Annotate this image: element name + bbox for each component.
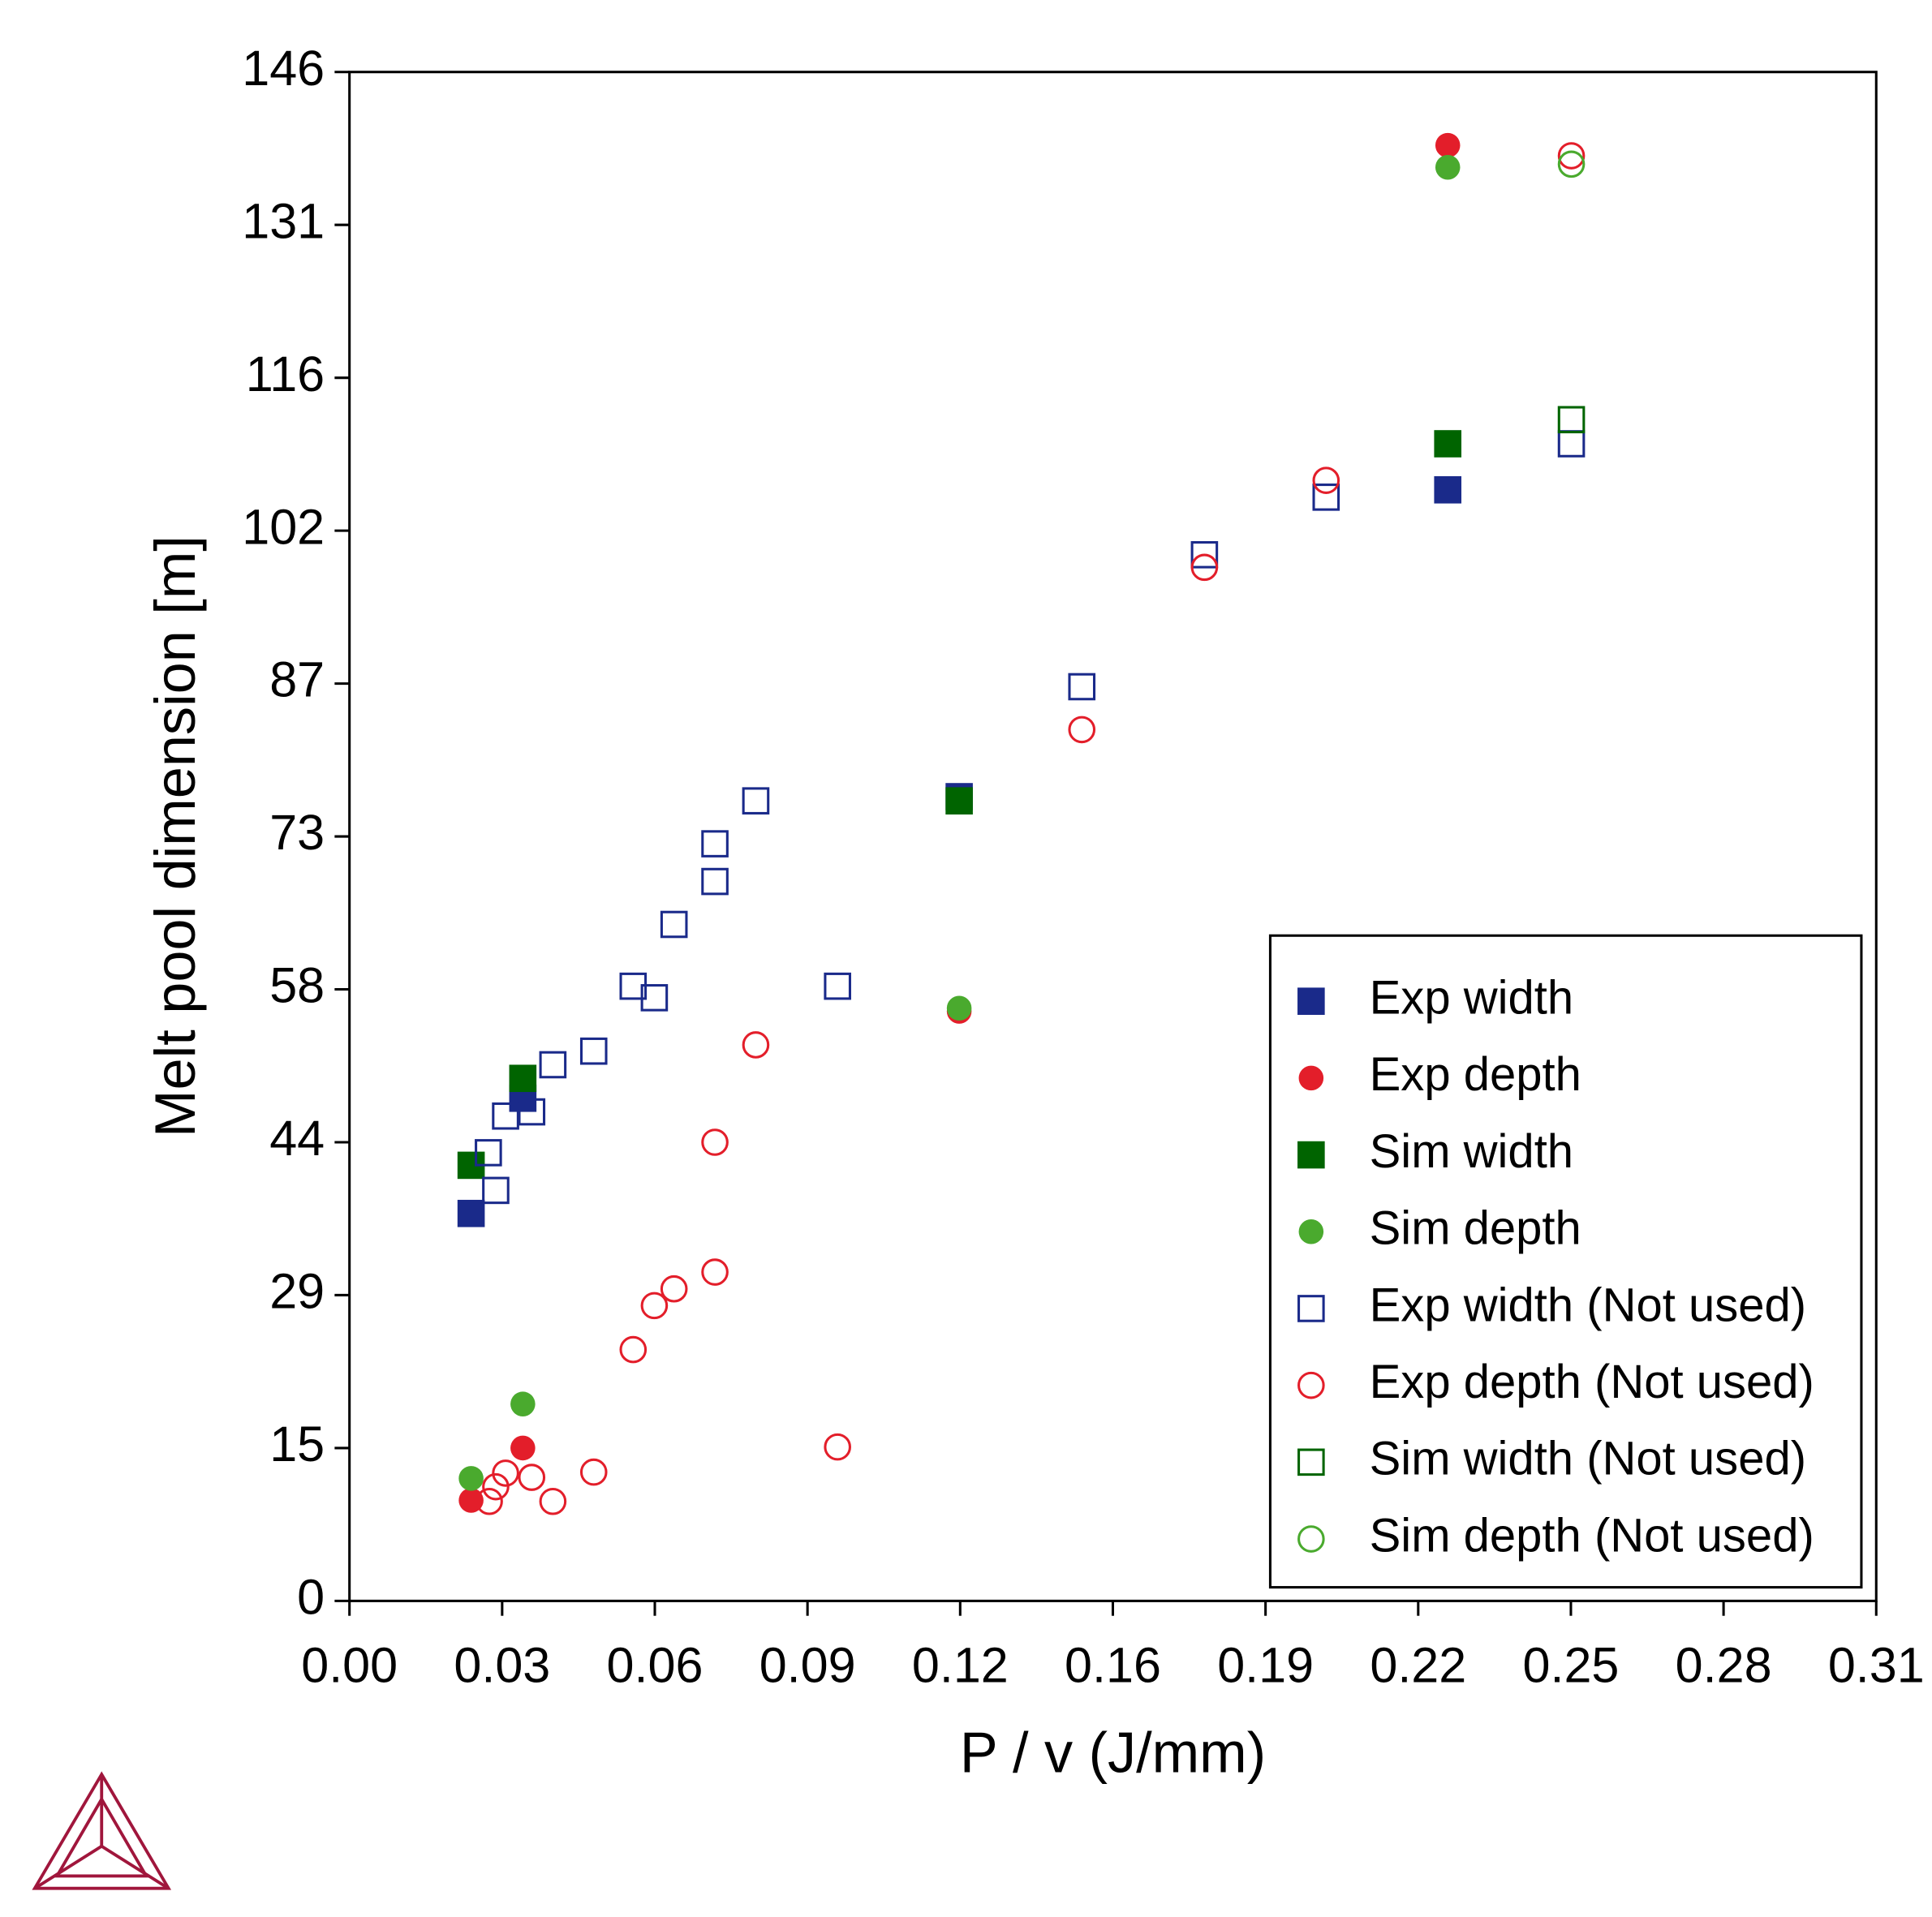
data-point — [660, 1274, 688, 1303]
x-tick-label: 0.31 — [1828, 1638, 1925, 1693]
data-point — [579, 1458, 608, 1486]
y-tick-label: 29 — [269, 1264, 325, 1319]
data-point — [701, 867, 729, 896]
legend-marker — [1297, 1371, 1325, 1399]
x-tick-label: 0.19 — [1217, 1638, 1314, 1693]
y-tick-label: 102 — [242, 499, 325, 554]
data-point — [1557, 406, 1586, 434]
data-point — [1190, 553, 1219, 582]
data-point — [518, 1464, 546, 1491]
y-axis-title: Melt pool dimension [m] — [143, 535, 207, 1137]
data-point — [824, 972, 851, 1000]
data-point — [1557, 150, 1586, 178]
data-point — [492, 1459, 519, 1487]
data-point — [579, 1037, 608, 1065]
data-point — [475, 1139, 502, 1167]
y-tick-label: 15 — [269, 1416, 325, 1472]
logo — [32, 1771, 172, 1890]
data-point — [492, 1102, 519, 1130]
data-point — [1435, 154, 1461, 180]
y-tick-label: 116 — [246, 346, 325, 402]
legend-label: Exp depth — [1370, 1048, 1581, 1101]
data-point — [1557, 430, 1586, 458]
data-point — [1068, 673, 1096, 701]
data-point — [510, 1391, 536, 1416]
x-axis-title: P / v (J/mm) — [960, 1720, 1266, 1784]
data-point — [518, 1098, 546, 1126]
legend-marker — [1298, 1219, 1324, 1244]
legend-label: Exp width — [1370, 972, 1574, 1025]
x-tick-label: 0.00 — [301, 1638, 398, 1693]
data-point — [1434, 475, 1462, 504]
data-point — [1312, 484, 1340, 511]
legend-label: Exp width (Not used) — [1370, 1279, 1807, 1331]
data-point — [1557, 142, 1586, 170]
x-tick-label: 0.06 — [607, 1638, 704, 1693]
legend-box — [1268, 934, 1863, 1589]
data-point — [701, 1258, 729, 1286]
data-point — [946, 995, 972, 1021]
x-tick-label: 0.16 — [1065, 1638, 1161, 1693]
legend-label: Sim width — [1370, 1125, 1573, 1178]
legend-marker — [1297, 1295, 1325, 1322]
data-point — [701, 830, 729, 857]
y-tick-label: 131 — [242, 193, 325, 248]
data-point — [475, 1487, 503, 1515]
legend-label: Sim depth — [1370, 1202, 1581, 1255]
legend-marker — [1298, 1065, 1324, 1091]
data-point — [1190, 541, 1219, 569]
x-tick-label: 0.22 — [1370, 1638, 1466, 1693]
data-point — [458, 1466, 484, 1491]
data-point — [824, 1433, 851, 1461]
x-tick-label: 0.12 — [912, 1638, 1009, 1693]
data-point — [1435, 132, 1461, 158]
data-point — [640, 984, 669, 1012]
data-point — [510, 1435, 536, 1461]
data-point — [619, 1335, 648, 1364]
data-point — [482, 1176, 510, 1205]
legend-marker — [1297, 1141, 1325, 1169]
x-tick-label: 0.25 — [1523, 1638, 1620, 1693]
y-tick-label: 146 — [242, 41, 325, 96]
x-tick-label: 0.03 — [454, 1638, 550, 1693]
data-point — [1068, 716, 1096, 744]
x-tick-label: 0.28 — [1676, 1638, 1772, 1693]
data-point — [742, 787, 770, 815]
data-point — [482, 1472, 510, 1501]
y-tick-label: 87 — [269, 652, 325, 707]
legend-marker — [1297, 1525, 1325, 1553]
data-point — [1312, 466, 1340, 494]
data-point — [742, 1031, 770, 1059]
legend-marker — [1297, 1448, 1325, 1476]
data-point — [509, 1064, 537, 1093]
data-point — [1434, 430, 1462, 458]
legend-label: Sim depth (Not used) — [1370, 1509, 1814, 1562]
data-point — [539, 1487, 567, 1515]
data-point — [457, 1199, 485, 1227]
y-tick-label: 44 — [269, 1111, 325, 1166]
y-tick-label: 0 — [297, 1570, 325, 1625]
y-tick-label: 73 — [269, 805, 325, 860]
data-point — [640, 1292, 669, 1320]
data-point — [701, 1128, 729, 1156]
data-point — [660, 910, 688, 939]
y-tick-label: 58 — [269, 958, 325, 1013]
data-point — [945, 787, 973, 815]
data-point — [539, 1051, 567, 1079]
legend-label: Exp depth (Not used) — [1370, 1356, 1814, 1408]
legend-marker — [1297, 987, 1325, 1015]
legend-label: Sim width (Not used) — [1370, 1433, 1806, 1485]
x-tick-label: 0.09 — [759, 1638, 856, 1693]
